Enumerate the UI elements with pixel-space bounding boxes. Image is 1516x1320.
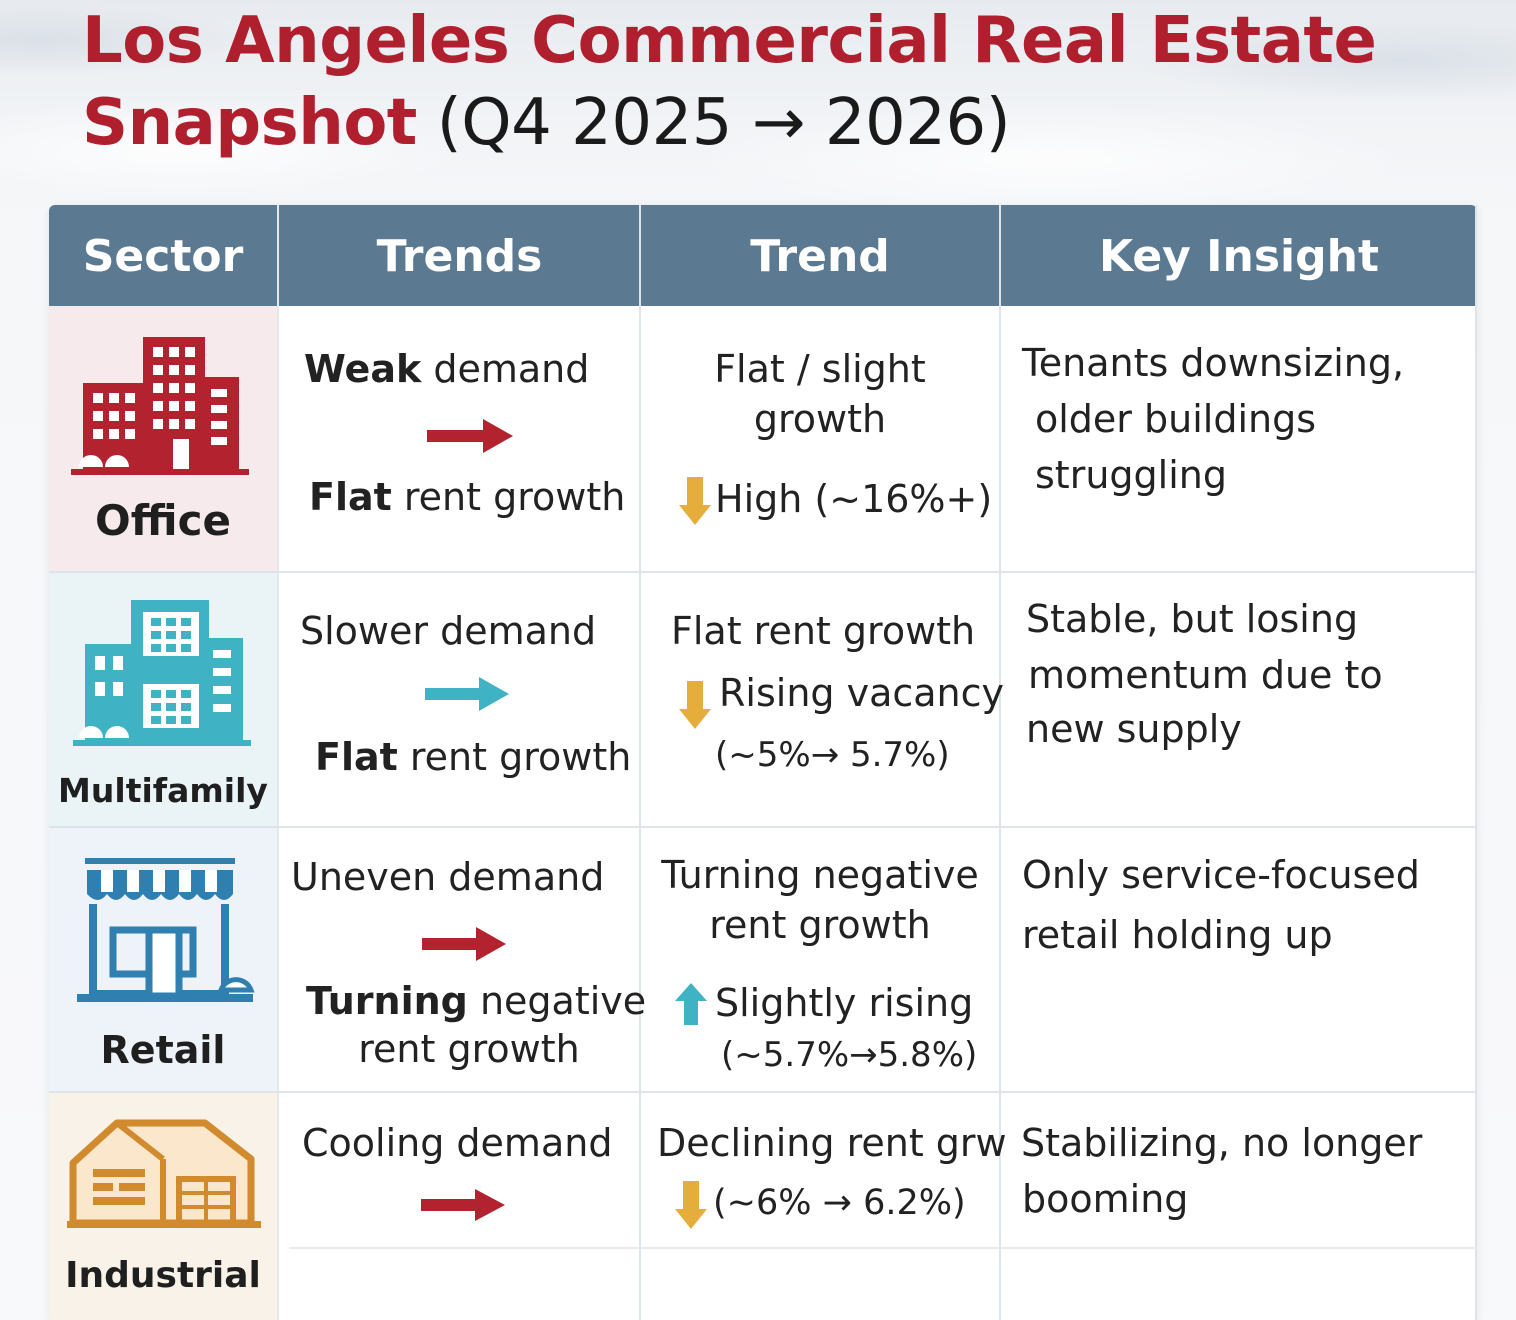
table-header: Sector Trends Trend Key Insight bbox=[49, 205, 1477, 306]
insight-line: struggling bbox=[1035, 453, 1227, 497]
insight-line: new supply bbox=[1026, 707, 1242, 751]
trends-bottom-bold: Flat bbox=[315, 735, 398, 779]
trends-bottom-bold: Flat bbox=[309, 475, 392, 519]
office-building-icon bbox=[71, 337, 249, 475]
snapshot-table: Sector Trends Trend Key Insight bbox=[49, 205, 1477, 1320]
page-title: Los Angeles Commercial Real Estate Snaps… bbox=[82, 0, 1502, 164]
column-divider bbox=[639, 205, 641, 1320]
sky-background bbox=[0, 0, 1516, 230]
warehouse-icon bbox=[67, 1119, 261, 1228]
trend-line-4: (~5.7%→5.8%) bbox=[721, 1035, 978, 1075]
trend-line-2: Rising vacancy bbox=[719, 671, 1005, 715]
insight-line: Stable, but losing bbox=[1026, 597, 1359, 641]
title-line-1: Los Angeles Commercial Real Estate bbox=[82, 4, 1377, 78]
sector-cell-office: Office bbox=[49, 306, 277, 571]
trend-line-2: rent growth bbox=[709, 903, 931, 947]
trend-line-3: High (~16%+) bbox=[715, 477, 993, 521]
trends-bottom-rest: rent growth bbox=[391, 475, 626, 519]
trends-top-bold: Weak bbox=[304, 347, 422, 391]
up-arrow-teal-icon bbox=[675, 983, 707, 1025]
sector-name: Office bbox=[95, 496, 231, 545]
trends-top: Slower demand bbox=[300, 609, 597, 653]
insight-line: booming bbox=[1022, 1177, 1189, 1221]
right-arrow-red-icon bbox=[427, 419, 513, 453]
column-header-trends: Trends bbox=[376, 231, 543, 282]
trend-line-2: growth bbox=[753, 397, 887, 441]
trend-line-2: (~6% → 6.2%) bbox=[713, 1183, 966, 1223]
column-divider bbox=[277, 205, 279, 1320]
trend-line-1: Flat rent growth bbox=[671, 609, 976, 653]
apartment-building-icon bbox=[73, 600, 251, 746]
insight-line: Only service-focused bbox=[1022, 853, 1420, 897]
column-divider bbox=[1475, 205, 1477, 1320]
trends-top: Cooling demand bbox=[302, 1121, 613, 1165]
sector-cell-industrial: Industrial bbox=[49, 1093, 277, 1320]
row-divider bbox=[49, 1091, 1477, 1093]
trends-top: Weak demand bbox=[304, 345, 589, 393]
trends-bottom-rest: rent growth bbox=[397, 735, 632, 779]
trends-top: Uneven demand bbox=[291, 855, 605, 899]
trends-top-rest: demand bbox=[421, 347, 590, 391]
down-arrow-gold-icon bbox=[679, 477, 711, 525]
trends-bottom: Flat rent growth bbox=[309, 473, 625, 521]
trends-bottom-bold: Turning bbox=[306, 979, 468, 1023]
insight-line: retail holding up bbox=[1022, 913, 1333, 957]
title-line-2-bold: Snapshot bbox=[82, 86, 417, 160]
sector-name: Retail bbox=[100, 1028, 226, 1072]
trend-line-3: Slightly rising bbox=[715, 981, 974, 1025]
down-arrow-gold-icon bbox=[675, 1181, 707, 1229]
row-divider bbox=[289, 1247, 1477, 1249]
insight-line: older buildings bbox=[1035, 397, 1317, 441]
right-arrow-red-icon bbox=[421, 1189, 505, 1221]
right-arrow-red-icon bbox=[422, 927, 506, 961]
sector-name: Industrial bbox=[65, 1255, 261, 1296]
trends-bottom: Turning negative bbox=[306, 977, 646, 1025]
trends-bottom-line-2: rent growth bbox=[358, 1027, 580, 1071]
title-line-2-rest: (Q4 2025 → 2026) bbox=[416, 86, 1011, 160]
insight-line: Stabilizing, no longer bbox=[1021, 1121, 1423, 1165]
storefront-icon bbox=[77, 858, 255, 1002]
trend-line-1: Turning negative bbox=[661, 853, 979, 897]
row-divider bbox=[49, 571, 1477, 573]
trends-bottom: Flat rent growth bbox=[315, 733, 631, 781]
sector-cell-retail: Retail bbox=[49, 828, 277, 1091]
insight-line: momentum due to bbox=[1028, 653, 1383, 697]
sector-name: Multifamily bbox=[58, 771, 268, 810]
trend-line-1: Declining rent grw bbox=[657, 1121, 1007, 1165]
column-header-trend: Trend bbox=[750, 231, 890, 282]
column-divider bbox=[999, 205, 1001, 1320]
column-header-key-insight: Key Insight bbox=[1099, 231, 1379, 282]
column-header-sector: Sector bbox=[82, 231, 244, 282]
insight-line: Tenants downsizing, bbox=[1022, 341, 1405, 385]
trend-line-3: (~5%→ 5.7%) bbox=[715, 735, 950, 775]
row-divider bbox=[49, 826, 1477, 828]
trend-line-1: Flat / slight bbox=[714, 347, 926, 391]
right-arrow-teal-icon bbox=[425, 677, 509, 711]
sector-cell-multifamily: Multifamily bbox=[49, 573, 277, 826]
trends-bottom-rest: negative bbox=[467, 979, 647, 1023]
down-arrow-gold-icon bbox=[679, 681, 711, 729]
